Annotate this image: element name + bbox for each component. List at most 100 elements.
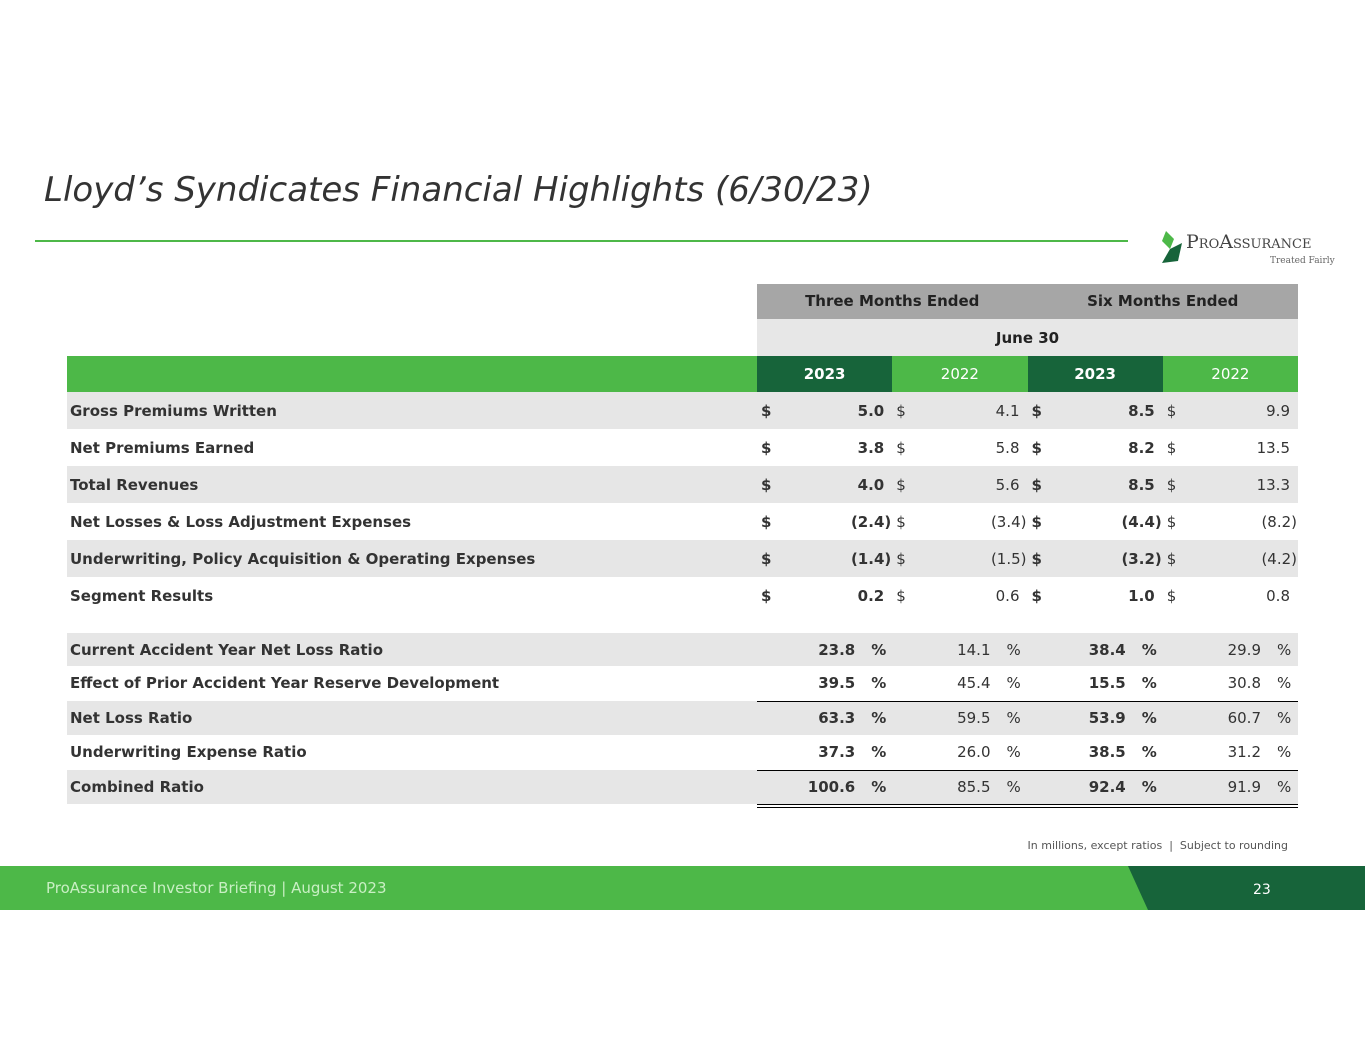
unit: % xyxy=(871,641,887,659)
row-label: Underwriting Expense Ratio xyxy=(70,743,307,761)
cell-value: 100.6 xyxy=(807,778,856,796)
unit: % xyxy=(1006,641,1021,659)
unit: % xyxy=(871,743,887,761)
currency: $ xyxy=(896,513,906,531)
currency: $ xyxy=(761,587,772,605)
currency: $ xyxy=(761,402,772,420)
rule xyxy=(757,701,1298,702)
currency: $ xyxy=(761,476,772,494)
currency: $ xyxy=(1166,439,1177,457)
unit: % xyxy=(1006,674,1021,692)
currency: $ xyxy=(1031,402,1042,420)
cell-value: 23.8 xyxy=(818,641,856,659)
currency: $ xyxy=(1031,513,1042,531)
footer-accent xyxy=(1128,866,1365,910)
double-rule xyxy=(757,807,1298,808)
page-number: 23 xyxy=(1253,882,1271,898)
cell-value: 1.0 xyxy=(1128,587,1155,605)
cell-value: (4.4) xyxy=(1121,513,1162,531)
row-band xyxy=(67,466,1298,503)
unit: % xyxy=(1277,743,1292,761)
cell-value: 38.4 xyxy=(1088,641,1126,659)
cell-value: 5.8 xyxy=(995,439,1020,457)
cell-value: (3.2) xyxy=(1121,550,1162,568)
cell-value: 91.9 xyxy=(1227,778,1261,796)
row-label: Total Revenues xyxy=(70,476,199,494)
currency: $ xyxy=(1166,550,1177,568)
cell-value: (2.4) xyxy=(850,513,892,531)
row-label: Net Loss Ratio xyxy=(70,709,193,727)
cell-value: 45.4 xyxy=(957,674,991,692)
currency: $ xyxy=(896,439,906,457)
currency: $ xyxy=(896,476,906,494)
row-band xyxy=(67,633,1298,666)
cell-value: 5.6 xyxy=(995,476,1020,494)
unit: % xyxy=(871,709,887,727)
unit: % xyxy=(1006,709,1021,727)
title-rule xyxy=(35,240,1128,242)
cell-value: 9.9 xyxy=(1266,402,1290,420)
row-label: Underwriting, Policy Acquisition & Opera… xyxy=(70,550,536,568)
cell-value: (4.2) xyxy=(1261,550,1297,568)
unit: % xyxy=(1141,709,1157,727)
cell-value: 14.1 xyxy=(957,641,991,659)
cell-value: 8.5 xyxy=(1128,476,1155,494)
rule xyxy=(757,770,1298,771)
cell-value: 63.3 xyxy=(818,709,856,727)
cell-value: 85.5 xyxy=(957,778,991,796)
year: 2022 xyxy=(1211,365,1250,383)
cell-value: 13.3 xyxy=(1256,476,1290,494)
unit: % xyxy=(1277,641,1292,659)
currency: $ xyxy=(1031,439,1042,457)
year-cell xyxy=(1027,356,1163,392)
cell-value: 4.1 xyxy=(995,402,1020,420)
currency: $ xyxy=(1166,587,1177,605)
cell-value: 92.4 xyxy=(1088,778,1126,796)
row-label: Net Premiums Earned xyxy=(70,439,255,457)
currency: $ xyxy=(1031,587,1042,605)
period-band xyxy=(757,319,1298,356)
row-label: Gross Premiums Written xyxy=(70,402,277,420)
logo-name: ProAssurance xyxy=(1186,231,1312,253)
cell-value: 30.8 xyxy=(1227,674,1261,692)
unit: % xyxy=(1277,709,1292,727)
unit: % xyxy=(1277,778,1292,796)
year: 2023 xyxy=(803,365,846,383)
row-band xyxy=(67,770,1298,804)
double-rule xyxy=(757,804,1298,805)
row-label: Current Accident Year Net Loss Ratio xyxy=(70,641,383,659)
unit: % xyxy=(1006,778,1021,796)
cell-value: (3.4) xyxy=(990,513,1027,531)
period: June 30 xyxy=(995,329,1060,347)
unit: % xyxy=(1141,743,1157,761)
row-band xyxy=(67,540,1298,577)
cell-value: 39.5 xyxy=(818,674,856,692)
header-band xyxy=(757,284,1298,319)
cell-value: 29.9 xyxy=(1227,641,1261,659)
cell-value: 0.6 xyxy=(995,587,1020,605)
unit: % xyxy=(871,674,887,692)
logo-tagline: Treated Fairly xyxy=(1270,256,1335,266)
currency: $ xyxy=(1166,402,1177,420)
year: 2022 xyxy=(940,365,979,383)
footnote: In millions, except ratios | Subject to … xyxy=(1027,839,1288,852)
cell-value: 4.0 xyxy=(857,476,885,494)
cell-value: 37.3 xyxy=(818,743,856,761)
row-band xyxy=(67,392,1298,429)
group-header: Six Months Ended xyxy=(1087,292,1239,310)
cell-value: 0.8 xyxy=(1266,587,1290,605)
row-label: Effect of Prior Accident Year Reserve De… xyxy=(70,674,500,692)
row-label: Segment Results xyxy=(70,587,214,605)
currency: $ xyxy=(761,439,772,457)
title: Lloyd’s Syndicates Financial Highlights … xyxy=(44,170,873,210)
currency: $ xyxy=(1031,550,1042,568)
footer-text: ProAssurance Investor Briefing | August … xyxy=(46,879,387,897)
unit: % xyxy=(1141,674,1157,692)
cell-value: (1.5) xyxy=(990,550,1027,568)
unit: % xyxy=(1141,641,1157,659)
cell-value: 8.5 xyxy=(1128,402,1155,420)
currency: $ xyxy=(896,587,906,605)
cell-value: 26.0 xyxy=(957,743,991,761)
cell-value: 60.7 xyxy=(1227,709,1261,727)
logo-mark xyxy=(1162,231,1182,263)
